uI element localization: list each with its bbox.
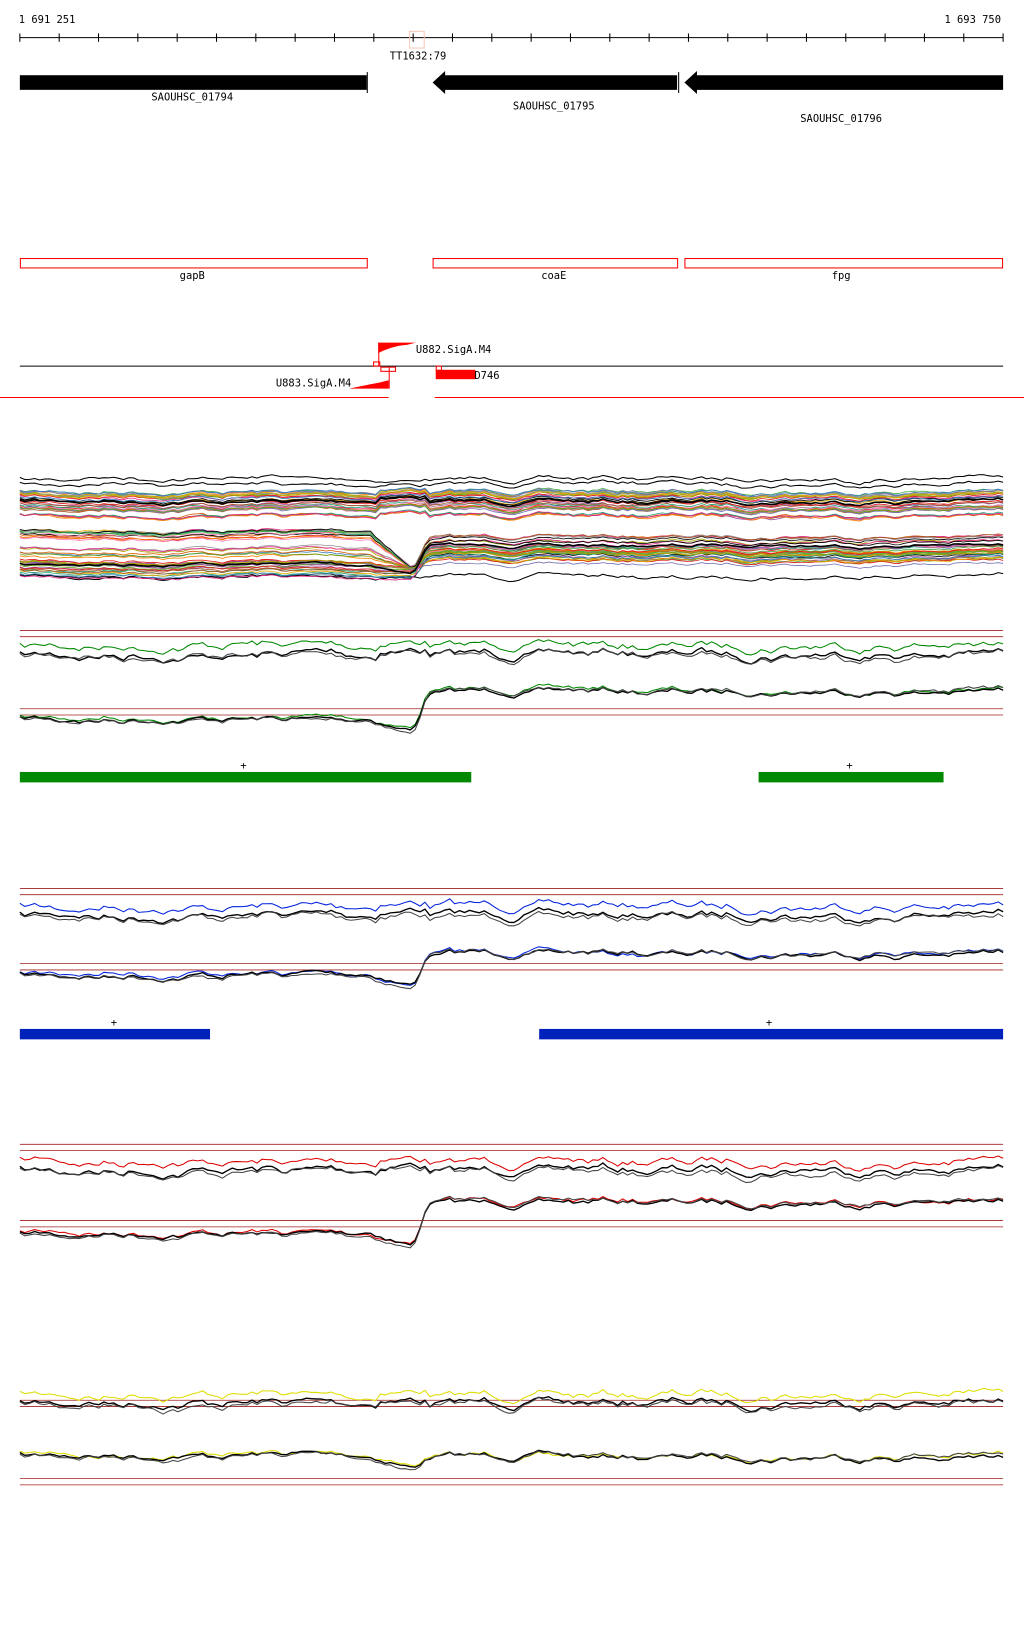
expression-line — [19, 1449, 1004, 1467]
expression-line — [19, 479, 1004, 489]
expression-line — [19, 646, 1004, 665]
expression-line — [19, 510, 1004, 520]
expression-line — [19, 510, 1004, 522]
expression-line — [19, 1155, 1004, 1172]
expression-line — [19, 1449, 1004, 1468]
gene-name-label: fpg — [832, 270, 851, 282]
promoter-label: U883.SigA.M4 — [276, 377, 351, 389]
expression-line — [19, 501, 1004, 513]
expression-line — [19, 503, 1004, 514]
gene-name-track: gapB coaE fpg — [19, 258, 1004, 282]
expression-line — [19, 556, 1004, 577]
expression-line — [19, 542, 1004, 575]
gene-label: SAOUHSC_01796 — [800, 113, 882, 125]
expression-line — [19, 1165, 1004, 1184]
gene-box[interactable] — [684, 258, 1004, 269]
gene-name-label: gapB — [180, 270, 205, 282]
segment-track-blue: + + — [19, 1017, 1004, 1040]
gene-label: SAOUHSC_01795 — [513, 101, 595, 113]
gene-feature[interactable]: SAOUHSC_01796 — [684, 71, 1004, 125]
expression-line — [19, 948, 1004, 985]
promoter-feature[interactable]: U882.SigA.M4 — [373, 342, 492, 367]
segment-bar[interactable] — [19, 1028, 211, 1040]
gene-track: SAOUHSC_01794 SAOUHSC_01795 SAOUHSC_0179… — [19, 71, 1004, 125]
gene-box[interactable] — [432, 258, 679, 269]
position-marker[interactable] — [409, 30, 425, 49]
expression-line — [19, 1197, 1004, 1246]
ruler-start-label: 1 691 251 — [19, 14, 76, 26]
promoter-feature[interactable]: D746 — [435, 365, 500, 382]
expression-line — [19, 538, 1004, 581]
segment-strand-label: + — [846, 760, 852, 772]
expression-line — [19, 499, 1004, 510]
gene-feature[interactable]: SAOUHSC_01795 — [432, 71, 680, 113]
segment-bar[interactable] — [539, 1028, 1004, 1040]
expression-line — [19, 948, 1004, 990]
expression-line — [19, 1195, 1004, 1249]
expression-line — [19, 531, 1004, 567]
red-condition-track — [19, 1143, 1004, 1249]
segment-strand-label: + — [111, 1017, 117, 1029]
expression-line — [19, 1450, 1004, 1471]
gene-feature[interactable]: SAOUHSC_01794 — [19, 72, 368, 103]
marker-label: TT1632:79 — [390, 51, 447, 63]
expression-line — [19, 683, 1004, 729]
expression-line — [19, 554, 1004, 570]
expression-line — [19, 530, 1004, 569]
promoter-track: U882.SigA.M4 U883.SigA.M4 D746 — [0, 342, 1024, 398]
expression-line — [19, 548, 1004, 568]
expression-line — [19, 1195, 1004, 1245]
expression-line — [19, 1387, 1004, 1405]
expression-line — [19, 906, 1004, 925]
expression-line — [19, 686, 1004, 731]
segment-bar[interactable] — [758, 771, 944, 783]
yellow-condition-track — [19, 1387, 1004, 1486]
expression-line — [19, 533, 1004, 575]
expression-line — [19, 647, 1004, 666]
segment-track-green: + + — [19, 760, 944, 783]
expression-line — [19, 551, 1004, 569]
expression-line — [19, 639, 1004, 656]
expression-line — [19, 1162, 1004, 1180]
expression-line — [19, 474, 1004, 486]
gene-name-label: coaE — [541, 270, 566, 282]
multi-sample-lines — [19, 486, 1004, 582]
gene-label: SAOUHSC_01794 — [151, 91, 233, 103]
promoter-label: U882.SigA.M4 — [416, 344, 491, 356]
segment-bar[interactable] — [19, 771, 472, 783]
expression-line — [19, 910, 1004, 927]
expression-line — [19, 501, 1004, 511]
expression-line — [19, 489, 1004, 500]
segment-strand-label: + — [766, 1017, 772, 1029]
expression-line — [19, 554, 1004, 579]
expression-line — [19, 547, 1004, 569]
gene-box[interactable] — [19, 258, 368, 269]
expression-line — [19, 684, 1004, 734]
expression-line — [19, 496, 1004, 508]
expression-line — [19, 491, 1004, 502]
expression-line — [19, 1395, 1004, 1413]
segment-strand-label: + — [240, 760, 246, 772]
green-condition-track — [19, 629, 1004, 734]
ruler-end-label: 1 693 750 — [944, 14, 1001, 26]
expression-line — [19, 898, 1004, 916]
expression-line — [19, 532, 1004, 568]
expression-line — [19, 946, 1004, 986]
expression-line — [19, 493, 1004, 504]
promoter-feature[interactable]: U883.SigA.M4 — [276, 366, 397, 389]
expression-line — [19, 557, 1004, 573]
expression-tracks — [19, 474, 1004, 1486]
expression-line — [19, 528, 1004, 568]
expression-line — [19, 504, 1004, 516]
promoter-label: D746 — [474, 370, 499, 382]
expression-line — [19, 486, 1004, 497]
coordinate-ruler: 1 691 251 1 693 750 TT1632:79 — [19, 14, 1004, 63]
blue-condition-track — [19, 888, 1004, 990]
expression-line — [19, 530, 1004, 569]
ruler-ticks — [19, 33, 1004, 42]
expression-line — [19, 1396, 1004, 1415]
